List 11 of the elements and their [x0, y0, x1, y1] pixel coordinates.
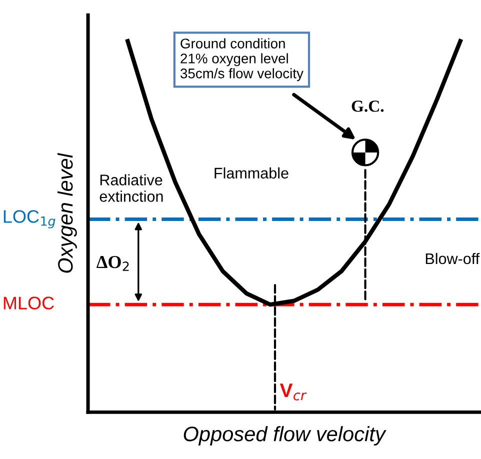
annotation: Ground condition 21% oxygen level 35cm/s flow velocity: [180, 38, 304, 82]
y-axis-title: Oxygen level: [57, 152, 77, 273]
annotation: V$_{cr}$: [280, 384, 307, 400]
x-axis-title: Opposed flow velocity: [184, 426, 386, 446]
annotation: Radiative extinction: [100, 174, 163, 202]
ref-line-label: LOC$_{1g}$: [4, 210, 56, 228]
annotation: G.C.: [352, 100, 384, 112]
annotation: Blow-off: [426, 252, 480, 264]
annotation: Flammable: [214, 167, 288, 179]
ref-line-label: MLOC: [4, 296, 54, 310]
annotation: ΔO$_{2}$: [96, 256, 129, 271]
